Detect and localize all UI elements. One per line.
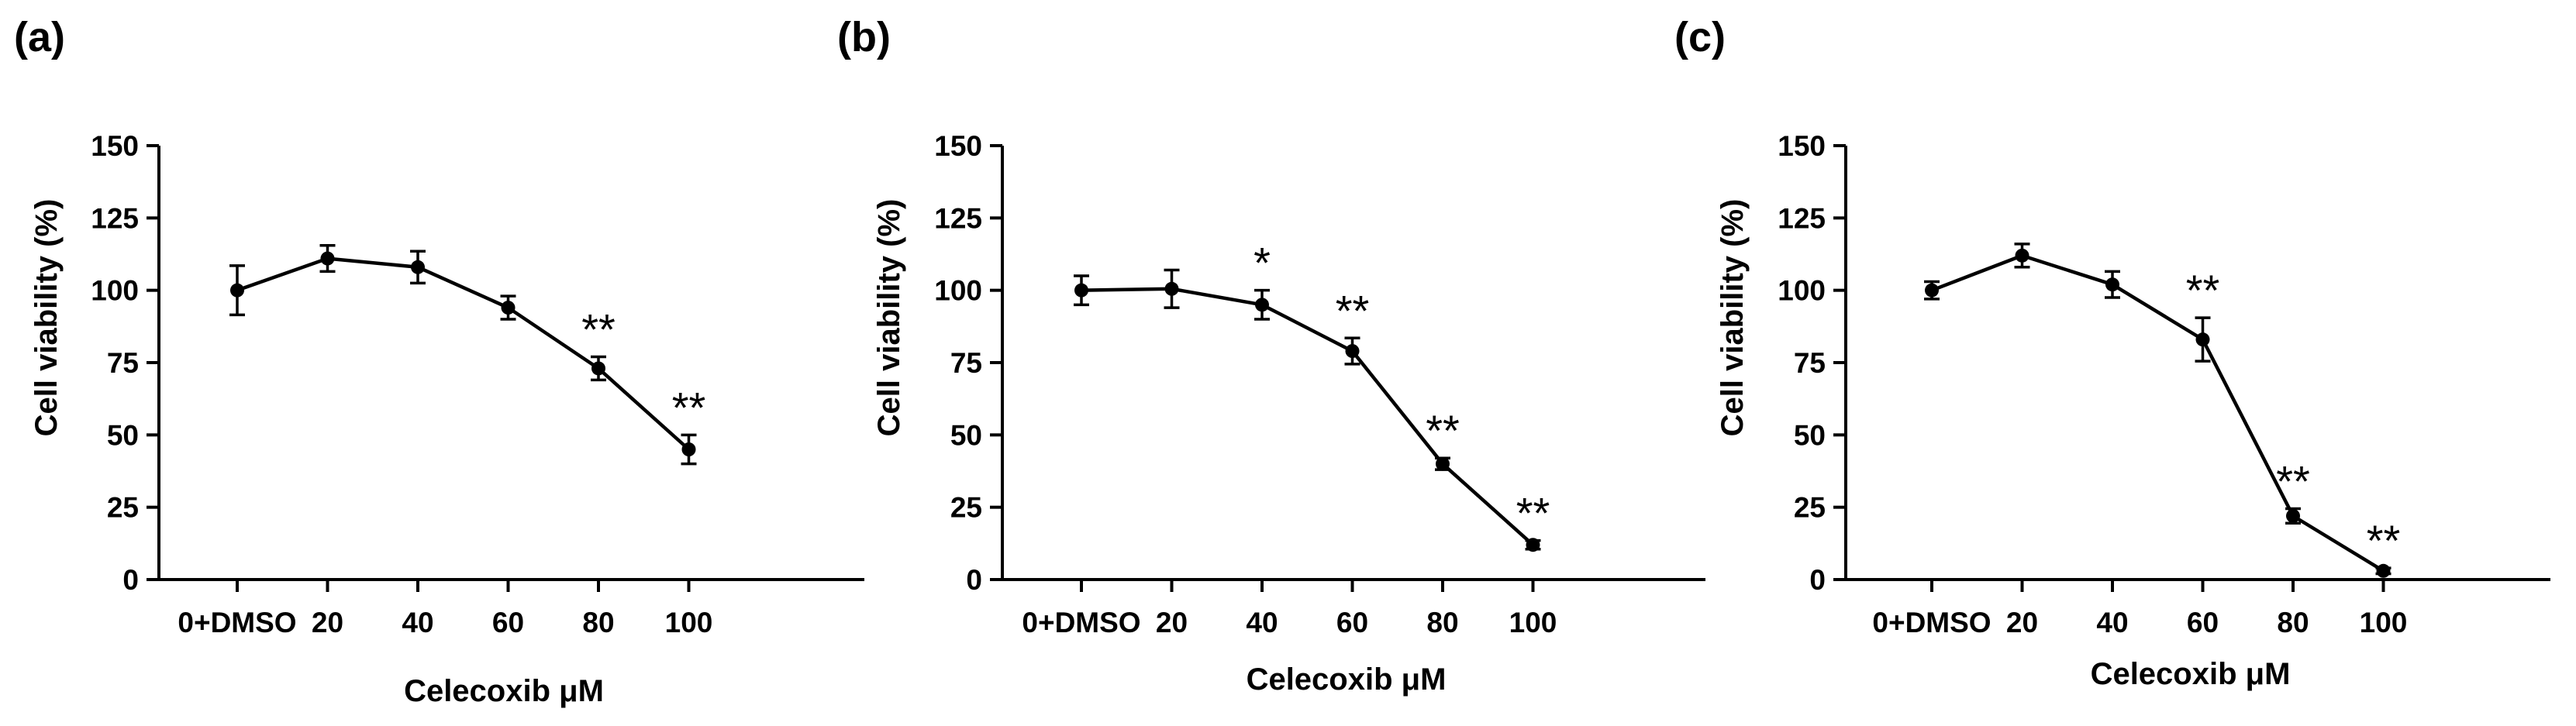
data-point <box>2015 248 2029 263</box>
x-tick-label: 0+DMSO <box>1872 607 1991 638</box>
x-tick-label: 100 <box>665 607 713 638</box>
y-tick-label: 75 <box>1794 347 1826 379</box>
y-tick-label: 150 <box>91 130 139 162</box>
y-tick-label: 50 <box>107 419 139 451</box>
x-tick-label: 20 <box>2006 607 2038 638</box>
data-point <box>1345 344 1360 359</box>
data-point <box>1164 281 1179 296</box>
data-point <box>681 442 696 456</box>
y-tick-label: 100 <box>91 275 139 307</box>
y-tick-label: 150 <box>934 130 982 162</box>
x-axis-title: Celecoxib μM <box>2091 657 2291 691</box>
data-point <box>1436 456 1450 471</box>
data-point <box>1925 283 1939 298</box>
x-tick-label: 100 <box>1509 607 1557 638</box>
y-tick-label: 25 <box>1794 492 1826 524</box>
significance-marker: ** <box>2367 516 2401 565</box>
data-point <box>2195 332 2210 347</box>
data-point <box>2376 563 2391 578</box>
data-point <box>1255 298 1269 312</box>
data-point <box>1526 538 1540 552</box>
significance-marker: ** <box>2276 457 2310 506</box>
x-tick-label: 20 <box>1156 607 1188 638</box>
x-tick-label: 40 <box>402 607 433 638</box>
x-axis-title: Celecoxib μM <box>404 674 604 708</box>
significance-marker: ** <box>2186 266 2220 315</box>
y-tick-label: 25 <box>950 492 982 524</box>
series-line <box>1931 253 2385 573</box>
y-tick-label: 150 <box>1778 130 1826 162</box>
panel-label: (b) <box>837 14 891 60</box>
panel-label: (a) <box>14 14 65 60</box>
data-point <box>230 283 244 298</box>
x-tick-label: 0+DMSO <box>178 607 296 638</box>
significance-marker: ** <box>581 305 616 354</box>
x-tick-label: 80 <box>1426 607 1458 638</box>
y-tick-label: 125 <box>1778 202 1826 234</box>
data-point <box>2105 277 2119 292</box>
x-axis-title: Celecoxib μM <box>1247 662 1447 697</box>
significance-marker: ** <box>1516 489 1550 538</box>
y-tick-label: 25 <box>107 492 139 524</box>
x-tick-label: 60 <box>1336 607 1368 638</box>
y-tick-label: 50 <box>950 419 982 451</box>
x-tick-label: 80 <box>2277 607 2309 638</box>
chart-panel-3: (c) 0 25 50 75 100 125 150 0+DMSO 20 40 60 80 100 Cell… <box>1674 14 2550 691</box>
x-tick-label: 60 <box>2187 607 2219 638</box>
y-tick-label: 0 <box>1809 564 1826 596</box>
y-tick-label: 0 <box>966 564 982 596</box>
x-tick-label: 80 <box>582 607 614 638</box>
y-axis-title: Cell viability (%) <box>1716 199 1750 437</box>
y-tick-label: 75 <box>950 347 982 379</box>
significance-marker: ** <box>1426 406 1460 455</box>
x-tick-label: 40 <box>1246 607 1278 638</box>
data-point <box>320 251 335 266</box>
x-tick-label: 40 <box>2096 607 2128 638</box>
y-axis-title: Cell viability (%) <box>29 199 64 437</box>
y-tick-label: 100 <box>934 275 982 307</box>
chart-panel-1: (a) 0 25 50 75 100 125 150 0+DMSO 20 40 60 80 100 Cell… <box>14 14 864 708</box>
significance-marker: ** <box>1336 286 1370 335</box>
panel-label: (c) <box>1674 14 1726 60</box>
data-point <box>1074 283 1088 298</box>
data-point <box>591 361 605 376</box>
y-tick-label: 75 <box>107 347 139 379</box>
data-point <box>411 260 425 274</box>
y-tick-label: 100 <box>1778 275 1826 307</box>
y-axis-title: Cell viability (%) <box>872 199 906 437</box>
y-tick-label: 125 <box>91 202 139 234</box>
x-tick-label: 0+DMSO <box>1022 607 1140 638</box>
significance-marker: ** <box>672 383 706 432</box>
x-tick-label: 20 <box>312 607 343 638</box>
y-tick-label: 125 <box>934 202 982 234</box>
series-line <box>236 256 691 451</box>
series-line <box>1081 287 1535 546</box>
chart-panel-2: (b) 0 25 50 75 100 125 150 0+DMSO 20 40 60 80 100 Cell… <box>837 14 1705 697</box>
data-point <box>501 301 516 315</box>
x-tick-label: 100 <box>2360 607 2408 638</box>
data-point <box>2286 508 2300 523</box>
significance-marker: * <box>1254 239 1271 287</box>
x-tick-label: 60 <box>492 607 524 638</box>
y-tick-label: 0 <box>122 564 139 596</box>
y-tick-label: 50 <box>1794 419 1826 451</box>
